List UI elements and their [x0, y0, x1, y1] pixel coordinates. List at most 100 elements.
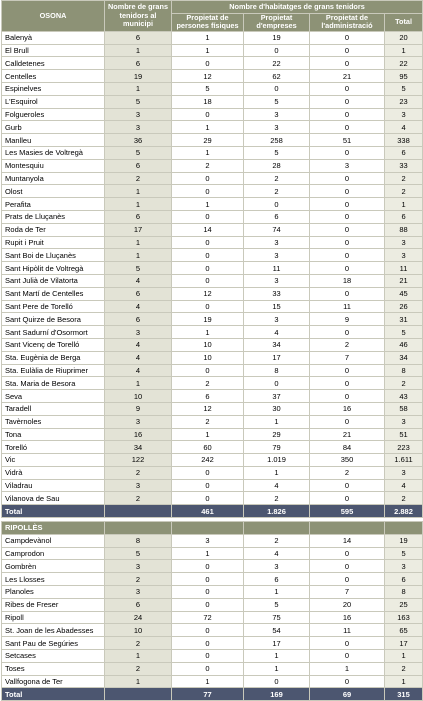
cell: 1 — [104, 81, 172, 96]
cell: 10 — [104, 623, 172, 638]
cell: 6 — [104, 56, 172, 71]
row: Prats de Lluçanès 6 0 6 0 6 — [1, 209, 423, 224]
cell: 0 — [309, 491, 385, 506]
cell: 0 — [171, 559, 244, 574]
cell: 1 — [383, 43, 423, 58]
cell: 6 — [383, 209, 423, 224]
cell: 11 — [309, 623, 385, 638]
cell: 0 — [309, 649, 385, 663]
cell: 0 — [243, 376, 310, 391]
cell: 16 — [309, 401, 385, 416]
row: Planoles 3 0 1 7 8 — [1, 585, 423, 599]
cell: 84 — [309, 440, 385, 455]
cell: 0 — [171, 478, 244, 493]
row: Sant Sadurní d'Osormort 3 1 4 0 5 — [1, 325, 423, 339]
row: Espinelves 1 5 0 0 5 — [1, 81, 423, 96]
row: Vallfogona de Ter 1 1 0 0 1 — [1, 674, 423, 689]
cell: 3 — [104, 120, 172, 135]
cell: 1 — [383, 674, 423, 689]
cell: 1 — [171, 120, 244, 135]
cell: 60 — [171, 440, 244, 455]
cell: 2 — [104, 171, 172, 186]
row: Perafita 1 1 0 0 1 — [1, 197, 423, 211]
cell: 0 — [171, 209, 244, 224]
cell: 0 — [309, 478, 385, 493]
municipality: Vilanova de Sau — [1, 491, 105, 506]
cell: 5 — [243, 597, 310, 612]
cell: 17 — [104, 222, 172, 237]
cell: 0 — [243, 43, 310, 58]
cell: 0 — [171, 235, 244, 250]
cell: 21 — [383, 273, 423, 288]
row: Manlleu 36 29 258 51 338 — [1, 133, 423, 147]
cell: 0 — [309, 56, 385, 71]
cell: 3 — [104, 559, 172, 574]
section-cell — [171, 521, 244, 535]
cell: 2 — [309, 337, 385, 352]
municipality: Setcases — [1, 649, 105, 663]
municipality: Sant Sadurní d'Osormort — [1, 325, 105, 339]
cell: 79 — [243, 440, 310, 455]
total-value: 77 — [171, 687, 244, 701]
municipality: Viladrau — [1, 478, 105, 493]
cell: 28 — [243, 158, 310, 173]
cell: 10 — [104, 389, 172, 403]
cell: 0 — [171, 491, 244, 506]
cell: 1 — [171, 325, 244, 339]
cell: 0 — [309, 389, 385, 403]
cell: 1 — [243, 414, 310, 429]
municipality: Muntanyola — [1, 171, 105, 186]
cell: 1 — [104, 248, 172, 263]
cell: 1 — [243, 649, 310, 663]
row: Folgueroles 3 0 3 0 3 — [1, 107, 423, 122]
row: Sant Pau de Segúries 2 0 17 0 17 — [1, 636, 423, 651]
row: St. Joan de les Abadesses 10 0 54 11 65 — [1, 623, 423, 638]
cell: 21 — [309, 69, 385, 83]
cell: 23 — [383, 94, 423, 109]
cell: 31 — [383, 312, 423, 327]
cell: 0 — [171, 299, 244, 314]
cell: 6 — [104, 312, 172, 327]
cell: 1 — [104, 184, 172, 199]
cell: 12 — [171, 401, 244, 416]
municipality: Sant Pere de Torelló — [1, 299, 105, 314]
cell: 0 — [171, 273, 244, 288]
cell: 0 — [171, 636, 244, 651]
cell: 3 — [383, 248, 423, 263]
cell: 14 — [309, 533, 385, 548]
cell: 65 — [383, 623, 423, 638]
total-value: 595 — [309, 504, 385, 519]
cell: 5 — [104, 261, 172, 275]
municipality: Montesquiu — [1, 158, 105, 173]
cell: 0 — [309, 30, 385, 45]
cell: 0 — [309, 43, 385, 58]
cell: 3 — [171, 533, 244, 548]
cell: 43 — [383, 389, 423, 403]
cell: 9 — [104, 401, 172, 416]
cell: 3 — [243, 312, 310, 327]
cell: 95 — [383, 69, 423, 83]
cell: 2 — [104, 491, 172, 506]
municipality: Gurb — [1, 120, 105, 135]
cell: 3 — [383, 559, 423, 574]
cell: 19 — [383, 533, 423, 548]
municipality: Olost — [1, 184, 105, 199]
cell: 242 — [171, 453, 244, 467]
cell: 0 — [309, 171, 385, 186]
cell: 0 — [309, 674, 385, 689]
row: Seva 10 6 37 0 43 — [1, 389, 423, 403]
cell: 0 — [309, 197, 385, 211]
cell: 4 — [243, 325, 310, 339]
cell: 1 — [243, 465, 310, 480]
municipality: Sant Quirze de Besora — [1, 312, 105, 327]
cell: 2 — [171, 158, 244, 173]
row: Les Masies de Voltregà 5 1 5 0 6 — [1, 145, 423, 160]
municipality: L'Esquirol — [1, 94, 105, 109]
municipality: Vallfogona de Ter — [1, 674, 105, 689]
cell: 3 — [104, 478, 172, 493]
cell: 2 — [383, 491, 423, 506]
cell: 46 — [383, 337, 423, 352]
cell: 6 — [243, 572, 310, 587]
cell: 30 — [243, 401, 310, 416]
row: Ribes de Freser 6 0 5 20 25 — [1, 597, 423, 612]
